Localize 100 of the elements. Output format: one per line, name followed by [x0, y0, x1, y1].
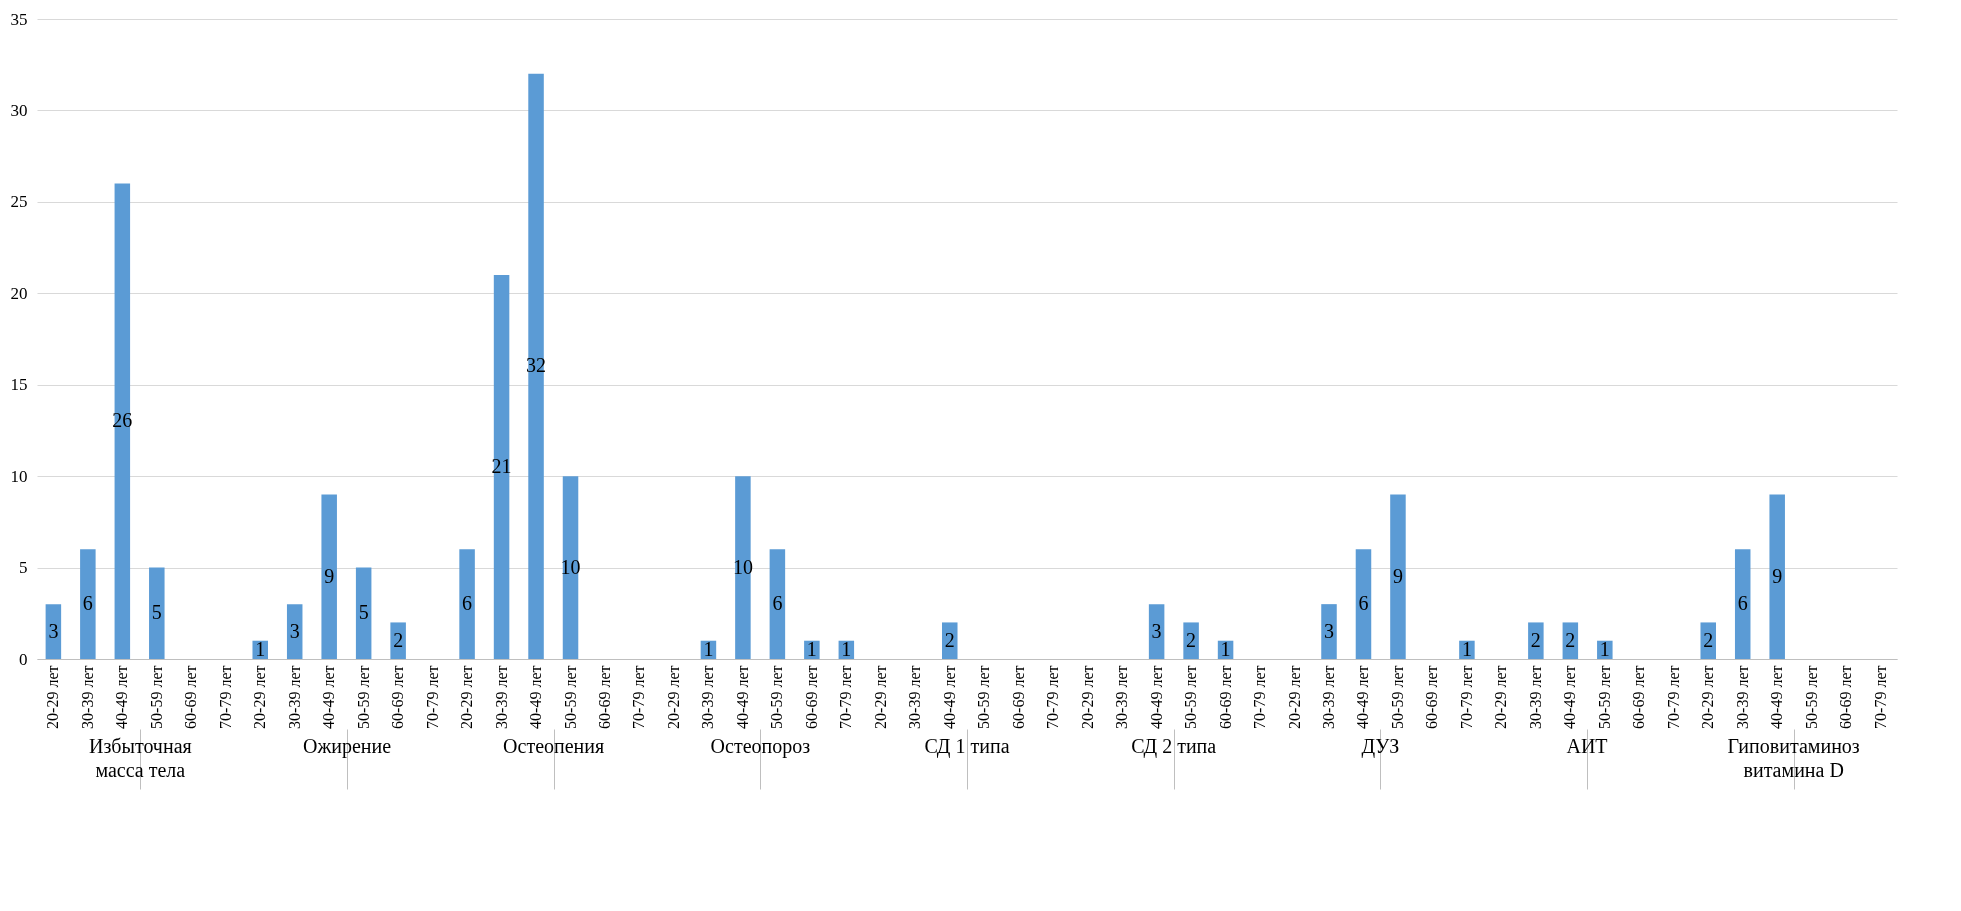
x-tick-label: 70-79 лет	[1664, 665, 1682, 729]
data-label: 1	[1599, 637, 1610, 660]
x-tick-label: 20-29 лет	[458, 665, 476, 729]
x-tick-label: 30-39 лет	[1113, 665, 1131, 729]
x-tick-label: 50-59 лет	[1388, 665, 1406, 729]
data-label: 6	[772, 592, 783, 615]
bar	[1528, 622, 1544, 659]
x-tick-label: 50-59 лет	[1595, 665, 1613, 729]
x-tick-label: 20-29 лет	[1492, 665, 1510, 729]
data-label: 6	[82, 592, 93, 615]
bar	[1734, 549, 1751, 659]
x-tick-label: 30-39 лет	[285, 665, 303, 729]
x-tick-label: 20-29 лет	[871, 665, 889, 729]
x-tick-label: 40-49 лет	[940, 665, 958, 729]
x-tick-label: 50-59 лет	[768, 665, 786, 729]
data-label: 1	[806, 637, 817, 660]
bar	[355, 567, 372, 659]
data-label: 5	[151, 601, 162, 624]
x-tick-label: 70-79 лет	[1044, 665, 1062, 729]
y-tick-label: 10	[10, 466, 28, 486]
data-label: 1	[703, 637, 714, 660]
x-tick-label: 60-69 лет	[1423, 665, 1441, 729]
data-label: 9	[324, 564, 335, 587]
data-label: 3	[1324, 619, 1334, 642]
y-tick-label: 15	[10, 375, 28, 395]
data-label: 6	[1737, 592, 1748, 615]
x-tick-label: 20-29 лет	[664, 665, 682, 729]
data-label: 5	[358, 601, 369, 624]
data-label: 2	[944, 628, 955, 651]
x-tick-label: 60-69 лет	[596, 665, 613, 729]
data-label: 1	[255, 637, 266, 660]
bar	[1390, 494, 1406, 659]
x-tick-label: 60-69 лет	[1837, 665, 1855, 729]
x-tick-label: 40-49 лет	[113, 665, 131, 729]
text: СД 2 типа	[1131, 735, 1217, 758]
bar	[390, 622, 406, 659]
x-tick-label: 30-39 лет	[1320, 665, 1337, 729]
bar	[1183, 622, 1199, 659]
x-tick-label: 20-29 лет	[1285, 665, 1303, 729]
y-tick-label: 35	[10, 9, 28, 29]
bar	[562, 476, 579, 659]
x-tick-label: 60-69 лет	[182, 665, 200, 729]
bar	[114, 183, 131, 659]
data-label: 6	[1358, 592, 1369, 615]
x-tick-label: 30-39 лет	[1526, 665, 1544, 729]
x-tick-label: 70-79 лет	[630, 665, 648, 729]
data-label: 6	[462, 592, 473, 615]
x-tick-label: 60-69 лет	[802, 665, 820, 729]
x-tick-label: 50-59 лет	[354, 665, 372, 729]
data-label: 3	[1151, 619, 1162, 642]
x-tick-label: 60-69 лет	[1216, 665, 1234, 729]
text: Ожирение	[302, 735, 392, 758]
x-tick-label: 70-79 лет	[1251, 665, 1269, 729]
x-tick-label: 30-39 лет	[906, 665, 924, 729]
text: Гиповитаминоз витамина D	[1727, 735, 1860, 781]
x-tick-label: 20-29 лет	[251, 665, 269, 729]
bar	[735, 476, 751, 659]
bar	[1355, 549, 1372, 659]
x-tick-label: 70-79 лет	[423, 665, 441, 729]
bar	[149, 567, 165, 659]
data-label: 3	[289, 619, 300, 642]
x-tick-label: 30-39 лет	[492, 665, 510, 729]
data-label: 1	[1220, 637, 1231, 660]
text: ДУЗ	[1361, 735, 1400, 758]
x-tick-label: 40-49 лет	[1768, 665, 1786, 729]
x-tick-label: 60-69 лет	[389, 665, 407, 729]
x-tick-label: 50-59 лет	[147, 665, 165, 729]
x-tick-label: 30-39 лет	[1733, 665, 1751, 729]
data-label: 2	[1530, 628, 1541, 651]
x-tick-label: 20-29 лет	[1699, 665, 1717, 729]
y-tick-label: 25	[10, 192, 28, 212]
x-tick-label: 40-49 лет	[1561, 665, 1579, 729]
bar	[321, 494, 337, 659]
bar	[769, 549, 786, 659]
data-label: 9	[1772, 564, 1783, 587]
x-tick-label: 60-69 лет	[1630, 665, 1648, 729]
x-tick-label: 50-59 лет	[1182, 665, 1200, 729]
bar	[1321, 604, 1337, 659]
bar	[80, 549, 96, 659]
x-tick-label: 30-39 лет	[78, 665, 96, 729]
y-tick-label: 5	[19, 558, 28, 578]
data-label: 2	[1565, 628, 1576, 651]
data-label: 1	[1461, 637, 1472, 660]
bar	[459, 549, 475, 659]
data-label: 1	[841, 637, 852, 660]
x-tick-label: 40-49 лет	[1354, 665, 1372, 729]
x-tick-label: 60-69 лет	[1009, 665, 1027, 729]
bar	[942, 622, 958, 659]
text: АИТ	[1566, 735, 1608, 757]
data-label: 2	[1703, 628, 1714, 651]
x-tick-label: 30-39 лет	[699, 665, 717, 729]
text: Остеопения	[503, 735, 605, 757]
data-label: 3	[48, 619, 59, 642]
x-tick-label: 40-49 лет	[527, 665, 545, 729]
data-label: 9	[1392, 564, 1403, 587]
x-tick-label: 70-79 лет	[837, 665, 855, 729]
x-tick-label: 50-59 лет	[1802, 665, 1820, 729]
x-tick-label: 40-49 лет	[733, 665, 751, 729]
text: Избыточная масса тела	[88, 735, 192, 781]
bar	[1700, 622, 1716, 659]
